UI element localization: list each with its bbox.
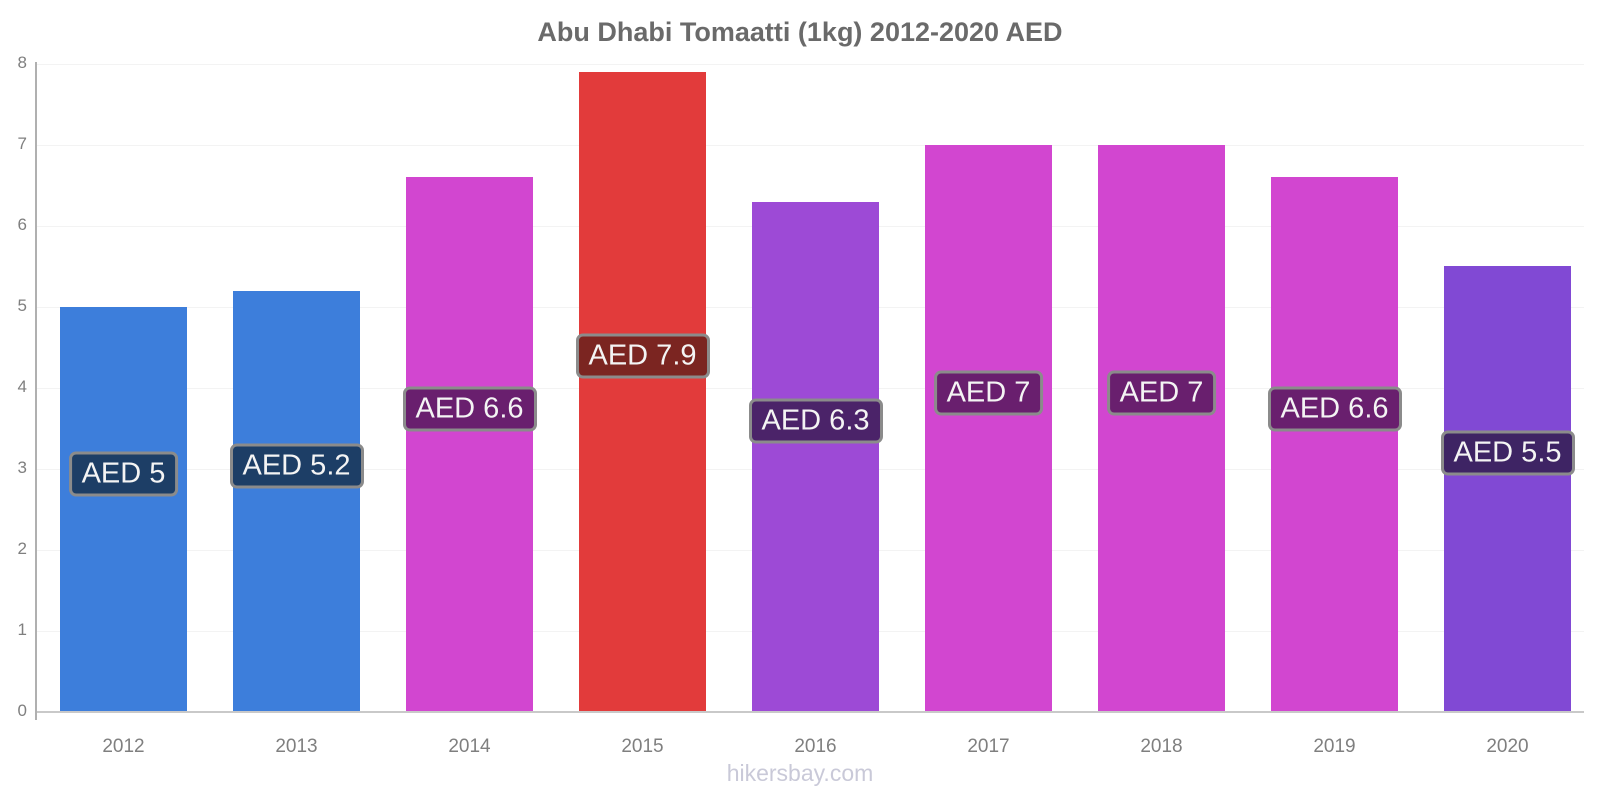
bar-value-label: AED 7 — [933, 370, 1044, 416]
x-axis-tick-label: 2014 — [448, 736, 491, 757]
y-axis-line — [35, 62, 37, 720]
bar-value-label: AED 6.6 — [402, 386, 537, 432]
x-axis-tick-label: 2013 — [275, 736, 318, 757]
x-axis-tick-label: 2018 — [1140, 736, 1183, 757]
gridline — [36, 64, 1584, 65]
bar-value-label: AED 5.5 — [1440, 430, 1575, 476]
x-axis-line — [36, 711, 1584, 713]
y-axis-tick-label: 3 — [17, 458, 27, 477]
chart-title: Abu Dhabi Tomaatti (1kg) 2012-2020 AED — [537, 17, 1063, 47]
bar-2012[interactable] — [60, 307, 187, 711]
y-axis-tick-label: 7 — [17, 134, 27, 153]
y-axis-tick-label: 2 — [17, 539, 27, 558]
x-axis-tick-label: 2020 — [1486, 736, 1529, 757]
bar-2015[interactable] — [579, 72, 706, 711]
y-axis-tick-label: 4 — [17, 377, 27, 396]
y-axis-tick-label: 5 — [17, 296, 27, 315]
x-axis-tick-label: 2015 — [621, 736, 664, 757]
bar-2017[interactable] — [925, 145, 1052, 711]
y-axis-tick-label: 1 — [17, 620, 27, 639]
bar-value-label: AED 6.3 — [748, 398, 883, 444]
x-axis-tick-label: 2012 — [102, 736, 145, 757]
y-axis-tick-label: 0 — [17, 701, 27, 720]
bar-2019[interactable] — [1271, 177, 1398, 711]
bar-2018[interactable] — [1098, 145, 1225, 711]
bar-2020[interactable] — [1444, 266, 1571, 711]
y-axis-tick-label: 6 — [17, 215, 27, 234]
bar-value-label: AED 6.6 — [1267, 386, 1402, 432]
bar-2016[interactable] — [752, 202, 879, 711]
bar-2014[interactable] — [406, 177, 533, 711]
x-axis-tick-label: 2017 — [967, 736, 1010, 757]
gridline — [36, 145, 1584, 146]
y-axis-tick-label: 8 — [17, 53, 27, 72]
watermark-link: hikersbay.com — [726, 760, 874, 786]
bar-value-label: AED 7.9 — [575, 333, 710, 379]
bar-2013[interactable] — [233, 291, 360, 711]
x-axis-tick-label: 2019 — [1313, 736, 1356, 757]
x-axis-tick-label: 2016 — [794, 736, 837, 757]
bar-value-label: AED 5.2 — [229, 443, 364, 489]
bar-value-label: AED 7 — [1106, 370, 1217, 416]
bar-value-label: AED 5 — [68, 451, 179, 497]
